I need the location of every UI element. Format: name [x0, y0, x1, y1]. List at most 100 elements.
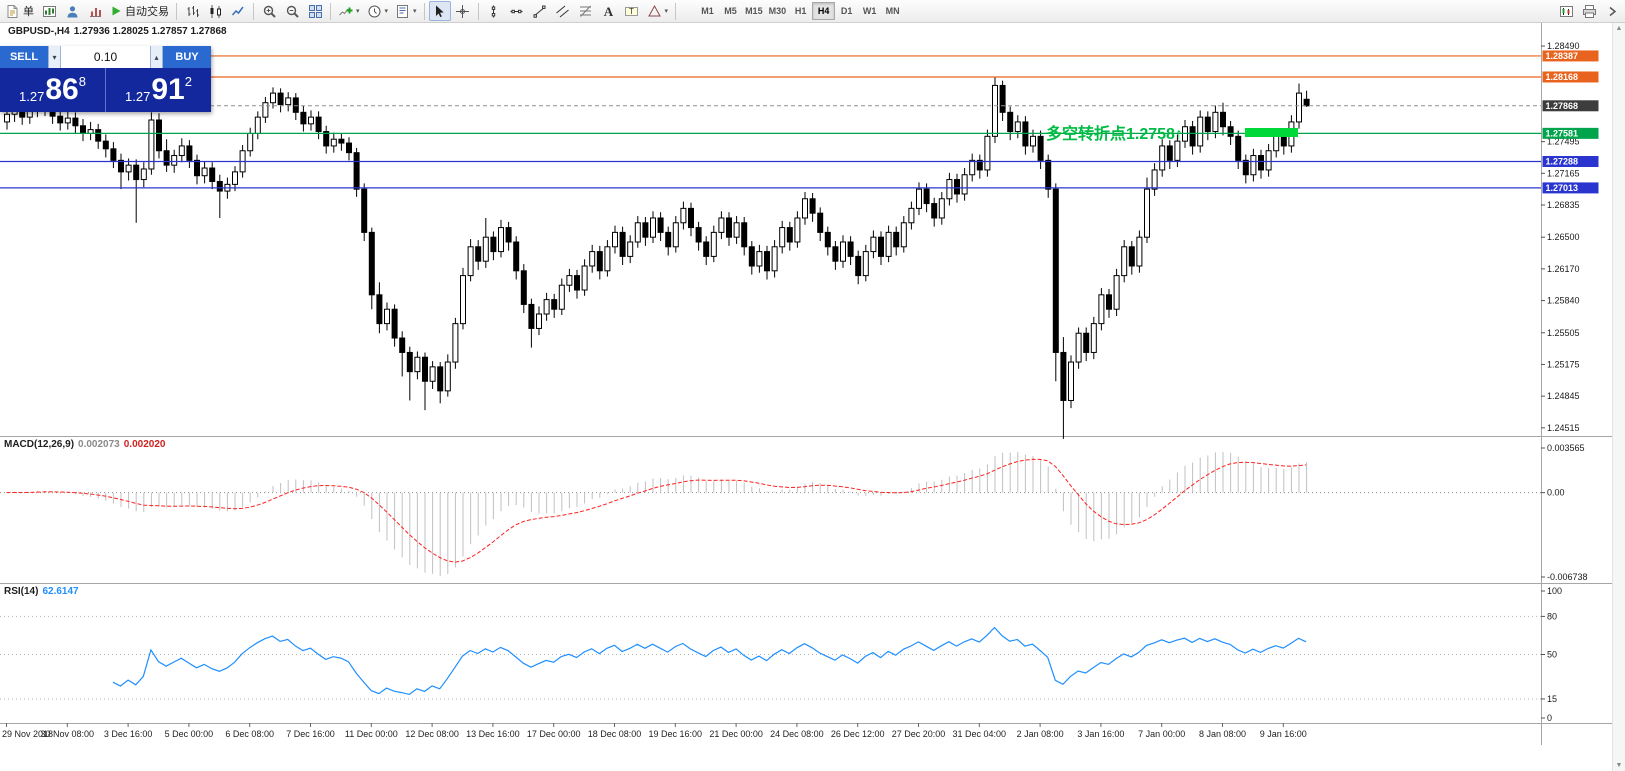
new-chart-icon[interactable] [1555, 1, 1577, 21]
volume-input[interactable] [61, 46, 150, 68]
svg-text:1.25505: 1.25505 [1547, 328, 1580, 338]
rsi-value: 62.6147 [42, 586, 79, 597]
sell-price-pip: 8 [78, 74, 86, 89]
buy-price[interactable]: 1.27 91 2 [106, 68, 211, 112]
macd-panel[interactable]: 0.003565 0.00 -0.006738 [0, 443, 1588, 582]
time-axis-label: 7 Dec 16:00 [286, 729, 335, 739]
rsi-line [112, 626, 1307, 696]
svg-text:-0.006738: -0.006738 [1547, 572, 1588, 582]
time-axis-label: 27 Dec 20:00 [892, 729, 946, 739]
volume-increase-button[interactable]: ▴ [150, 46, 163, 68]
timeframe-h4[interactable]: H4 [812, 2, 836, 20]
text-label-icon[interactable]: T [621, 1, 643, 21]
svg-text:1.28168: 1.28168 [1546, 72, 1579, 82]
timeframe-w1[interactable]: W1 [862, 6, 877, 16]
time-axis-label: 12 Dec 08:00 [405, 729, 459, 739]
macd-signal-line [6, 458, 1307, 563]
svg-text:1.24515: 1.24515 [1547, 423, 1580, 433]
svg-text:1.27868: 1.27868 [1546, 101, 1579, 111]
turning-point-label[interactable]: 多空转折点1.2758↑ [1046, 124, 1183, 143]
templates-icon[interactable]: ▾ [392, 1, 420, 21]
svg-text:0: 0 [1547, 713, 1552, 723]
toolbar-separator [423, 2, 425, 20]
bar-chart-icon[interactable] [181, 1, 203, 21]
indicators-icon[interactable]: ▾ [335, 1, 363, 21]
rsi-panel[interactable]: 100 80 50 15 0 [0, 586, 1562, 723]
sell-price[interactable]: 1.27 86 8 [0, 68, 105, 112]
svg-text:100: 100 [1547, 586, 1562, 596]
timeframe-m5[interactable]: M5 [724, 6, 737, 16]
svg-text:0.00: 0.00 [1547, 488, 1565, 498]
svg-text:1.27495: 1.27495 [1547, 137, 1580, 147]
time-axis-label: 30 Nov 08:00 [41, 729, 95, 739]
toolbar-separator [477, 2, 479, 20]
buy-price-big: 91 [151, 73, 185, 106]
rsi-label: RSI(14) 62.6147 [4, 586, 79, 597]
sell-price-prefix: 1.27 [19, 89, 45, 104]
svg-text:50: 50 [1547, 650, 1557, 660]
trade-controls-row: SELL ▾ ▴ BUY [0, 46, 211, 68]
tile-windows-icon[interactable] [304, 1, 326, 21]
trendline-icon[interactable] [529, 1, 551, 21]
scroll-right-icon[interactable] [1601, 1, 1623, 21]
macd-value-signal: 0.002020 [123, 439, 166, 450]
horizontal-line-icon[interactable] [506, 1, 528, 21]
chart-info-line: GBPUSD-,H4 1.27936 1.28025 1.27857 1.2786… [8, 26, 227, 37]
periods-icon[interactable]: ▾ [364, 1, 392, 21]
zoom-out-icon[interactable] [281, 1, 303, 21]
channel-icon[interactable] [552, 1, 574, 21]
new-order-icon[interactable]: 单 [2, 1, 37, 21]
svg-text:1.26500: 1.26500 [1547, 232, 1580, 242]
shapes-icon[interactable]: ▾ [644, 1, 672, 21]
time-axis-label: 5 Dec 00:00 [165, 729, 214, 739]
chart-file-icon[interactable] [38, 1, 60, 21]
time-axis-label: 3 Dec 16:00 [104, 729, 153, 739]
timeframe-mn[interactable]: MN [885, 6, 900, 16]
time-axis-label: 19 Dec 16:00 [649, 729, 703, 739]
svg-text:1.26170: 1.26170 [1547, 264, 1580, 274]
profile-icon[interactable] [61, 1, 83, 21]
autotrade-icon[interactable]: 自动交易 [107, 1, 172, 21]
timeframe-h1[interactable]: H1 [794, 6, 807, 16]
buy-button[interactable]: BUY [163, 46, 211, 68]
svg-text:1.27013: 1.27013 [1546, 183, 1579, 193]
sell-price-big: 86 [45, 73, 79, 106]
svg-text:1.25840: 1.25840 [1547, 296, 1580, 306]
vertical-line-icon[interactable] [483, 1, 505, 21]
trade-prices-row: 1.27 86 8 1.27 91 2 [0, 68, 211, 112]
text-icon[interactable]: A [598, 1, 620, 21]
turning-point-highlight[interactable] [1245, 128, 1298, 137]
zoom-in-icon[interactable] [258, 1, 280, 21]
scroll-down-icon[interactable]: ▼ [1615, 762, 1623, 769]
candle-chart-icon[interactable] [204, 1, 226, 21]
price-divider [105, 68, 106, 112]
vertical-scrollbar[interactable]: ▲ ▼ [1612, 23, 1625, 771]
fibonacci-icon[interactable] [575, 1, 597, 21]
sell-button[interactable]: SELL [0, 46, 48, 68]
timeframe-d1[interactable]: D1 [840, 6, 853, 16]
macd-value-main: 0.002073 [78, 439, 120, 450]
svg-text:80: 80 [1547, 611, 1557, 621]
svg-text:1.27165: 1.27165 [1547, 168, 1580, 178]
svg-text:1.27581: 1.27581 [1546, 129, 1579, 139]
buy-price-pip: 2 [184, 74, 192, 89]
scroll-up-icon[interactable]: ▲ [1615, 25, 1623, 32]
volume-decrease-button[interactable]: ▾ [48, 46, 61, 68]
timeframe-m30[interactable]: M30 [768, 6, 787, 16]
cursor-icon[interactable] [428, 1, 451, 21]
crosshair-icon[interactable] [452, 1, 474, 21]
line-chart-icon[interactable] [227, 1, 249, 21]
svg-text:1.28387: 1.28387 [1546, 51, 1579, 61]
timeframe-m1[interactable]: M1 [701, 6, 714, 16]
time-axis-label: 17 Dec 00:00 [527, 729, 581, 739]
market-watch-icon[interactable] [84, 1, 106, 21]
rsi-name: RSI(14) [4, 586, 39, 597]
timeframe-m15[interactable]: M15 [745, 6, 763, 16]
print-icon[interactable] [1578, 1, 1600, 21]
time-axis-label: 26 Dec 12:00 [831, 729, 885, 739]
time-axis-label: 3 Jan 16:00 [1077, 729, 1124, 739]
time-axis-label: 9 Jan 16:00 [1260, 729, 1307, 739]
